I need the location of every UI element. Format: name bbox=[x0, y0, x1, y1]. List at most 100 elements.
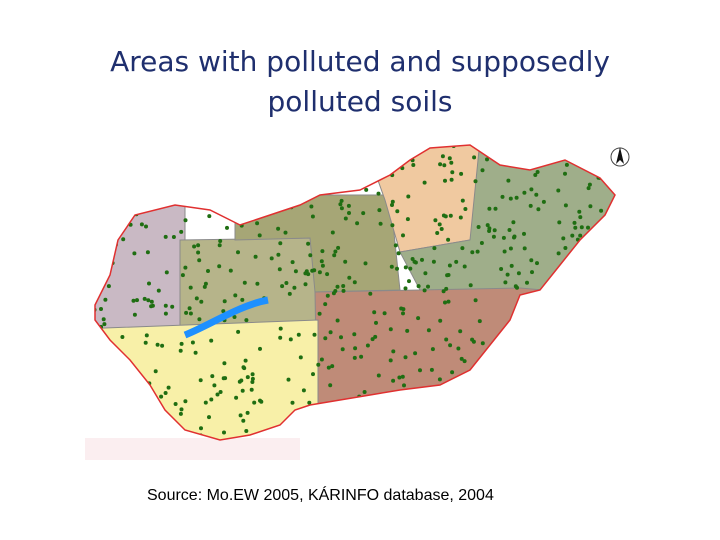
site-dot bbox=[247, 165, 252, 170]
site-dot bbox=[332, 253, 337, 258]
site-dot bbox=[306, 241, 311, 246]
site-dot bbox=[534, 192, 539, 197]
site-dot bbox=[101, 395, 106, 400]
site-dot bbox=[214, 163, 219, 168]
site-dot bbox=[258, 346, 262, 351]
site-dot bbox=[449, 160, 454, 165]
site-dot bbox=[301, 388, 306, 393]
site-dot bbox=[136, 193, 141, 198]
site-dot bbox=[149, 304, 154, 309]
site-dot bbox=[284, 281, 289, 285]
site-dot bbox=[340, 347, 345, 352]
site-dot bbox=[505, 374, 510, 379]
site-dot bbox=[112, 370, 116, 375]
site-dot bbox=[459, 429, 464, 434]
site-dot bbox=[470, 337, 475, 342]
site-dot bbox=[343, 216, 348, 221]
site-dot bbox=[558, 364, 562, 369]
site-dot bbox=[278, 326, 283, 331]
site-dot bbox=[244, 318, 249, 323]
site-dot bbox=[511, 220, 516, 225]
site-dot bbox=[495, 147, 500, 152]
site-dot bbox=[371, 140, 375, 144]
site-dot bbox=[212, 383, 217, 388]
site-dot bbox=[578, 233, 583, 238]
site-dot bbox=[572, 271, 577, 276]
site-dot bbox=[364, 423, 369, 428]
site-dot bbox=[505, 272, 510, 277]
site-dot bbox=[473, 179, 478, 184]
site-dot bbox=[374, 320, 378, 325]
site-dot bbox=[346, 429, 351, 433]
site-dot bbox=[188, 311, 193, 316]
site-dot bbox=[477, 319, 482, 324]
site-dot bbox=[218, 390, 223, 394]
site-dot bbox=[416, 316, 421, 321]
site-dot bbox=[511, 387, 516, 392]
site-dot bbox=[384, 164, 389, 169]
site-dot bbox=[568, 279, 573, 284]
site-dot bbox=[376, 191, 381, 196]
site-dot bbox=[296, 332, 301, 337]
site-dot bbox=[366, 408, 371, 413]
site-dot bbox=[206, 269, 210, 273]
site-dot bbox=[426, 284, 430, 289]
site-dot bbox=[405, 217, 410, 222]
site-dot bbox=[163, 311, 168, 316]
site-dot bbox=[336, 245, 341, 250]
site-dot bbox=[516, 402, 521, 407]
site-dot bbox=[508, 246, 513, 251]
site-dot bbox=[514, 195, 519, 200]
site-dot bbox=[470, 392, 475, 397]
site-dot bbox=[403, 265, 408, 270]
site-dot bbox=[212, 206, 217, 211]
site-dot bbox=[135, 298, 139, 303]
site-dot bbox=[232, 179, 236, 184]
site-dot bbox=[601, 425, 606, 430]
site-dot bbox=[599, 208, 604, 213]
site-dot bbox=[491, 234, 496, 239]
site-dot bbox=[541, 199, 546, 204]
site-dot bbox=[555, 153, 559, 158]
site-dot bbox=[196, 250, 201, 255]
site-dot bbox=[330, 148, 335, 153]
site-dot bbox=[437, 377, 442, 382]
site-dot bbox=[203, 281, 208, 286]
site-dot bbox=[320, 249, 325, 254]
site-dot bbox=[238, 413, 243, 418]
site-dot bbox=[583, 402, 588, 407]
site-dot bbox=[420, 257, 424, 262]
site-dot bbox=[578, 154, 582, 159]
site-dot bbox=[193, 350, 198, 355]
site-dot bbox=[250, 380, 255, 384]
site-dot bbox=[128, 406, 132, 411]
site-dot bbox=[325, 293, 330, 298]
site-dot bbox=[89, 283, 93, 287]
site-dot bbox=[328, 383, 333, 388]
site-dot bbox=[504, 154, 509, 159]
site-dot bbox=[401, 400, 406, 405]
site-dot bbox=[489, 403, 494, 408]
site-dot bbox=[602, 343, 607, 348]
site-dot bbox=[363, 261, 368, 266]
site-dot bbox=[288, 337, 293, 342]
site-dot bbox=[240, 297, 245, 302]
site-dot bbox=[492, 421, 497, 426]
site-dot bbox=[233, 293, 238, 298]
site-dot bbox=[247, 188, 252, 193]
site-dot bbox=[207, 415, 211, 420]
site-dot bbox=[400, 374, 405, 379]
site-dot bbox=[448, 343, 453, 348]
site-dot bbox=[110, 378, 115, 383]
site-dot bbox=[564, 162, 569, 167]
site-dot bbox=[566, 297, 571, 302]
site-dot bbox=[164, 270, 169, 275]
site-dot bbox=[616, 376, 620, 380]
site-dot bbox=[163, 391, 168, 395]
site-dot bbox=[390, 223, 395, 228]
site-dot bbox=[443, 178, 447, 183]
site-dot bbox=[316, 145, 321, 149]
site-dot bbox=[160, 147, 165, 152]
site-dot bbox=[242, 280, 247, 285]
site-dot bbox=[370, 337, 375, 342]
